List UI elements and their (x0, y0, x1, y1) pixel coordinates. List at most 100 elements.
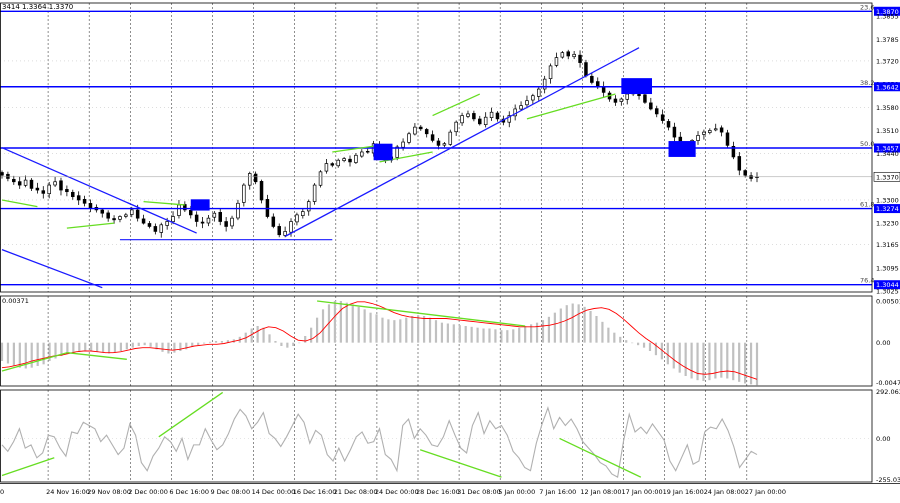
macd-bar (274, 341, 277, 343)
candle-body (713, 128, 718, 131)
fib-level-label: 38.2 (860, 79, 874, 87)
y-tick-label: 1.3095 (876, 264, 899, 272)
candle-body (324, 163, 329, 172)
candle-body (531, 95, 535, 101)
macd-y-tick-label: 0.00 (876, 339, 890, 347)
macd-bar (197, 342, 200, 346)
candle-body (572, 53, 576, 58)
current-price-tag (873, 171, 900, 182)
macd-bar (518, 327, 521, 343)
macd-bar (678, 342, 681, 373)
candle-body (253, 173, 258, 183)
candle-body (230, 217, 234, 227)
macd-bar (571, 303, 574, 343)
candle-body (23, 179, 28, 186)
fib-level-label: 61.8 (860, 201, 874, 209)
grid (0, 3, 872, 482)
candle-body (595, 81, 600, 87)
ohlc-header: 3414 1.3364 1.3370 (2, 3, 73, 11)
candle-body (548, 65, 553, 80)
candle-body (189, 209, 193, 216)
macd-bar (315, 317, 319, 343)
macd-bar (690, 342, 693, 379)
macd-bar (755, 342, 759, 386)
candle-body (737, 156, 742, 171)
macd-bar (458, 325, 461, 343)
x-tick-label: 31 Dec 08:00 (457, 488, 501, 496)
candle-body (259, 181, 264, 201)
divergence-line-price (66, 222, 115, 229)
macd-y-tick-label: 0.00501 (876, 297, 900, 305)
macd-bar (173, 342, 176, 353)
candle-body (0, 172, 4, 176)
candle-body (336, 159, 340, 167)
macd-bar (333, 301, 337, 343)
macd-bar (292, 342, 295, 346)
candle-body (177, 204, 181, 216)
macd-bar (101, 342, 105, 353)
price-tag (874, 143, 900, 153)
macd-bar (12, 342, 15, 366)
divergence-line-price (332, 144, 380, 153)
price-tag (874, 6, 900, 16)
candle-body (212, 212, 217, 218)
candle-body (318, 171, 323, 186)
macd-bar (654, 342, 658, 356)
x-tick-label: 21 Dec 08:00 (334, 488, 378, 496)
x-tick-label: 12 Jan 08:00 (580, 488, 621, 496)
macd-bar (96, 342, 99, 352)
macd-bar (601, 321, 604, 343)
lower-descending-line (1, 249, 103, 289)
divergence-line-price (143, 200, 185, 206)
macd-bar (577, 304, 580, 343)
y-tick-label: 1.3440 (876, 150, 899, 158)
x-tick-label: 24 Nov 16:00 (46, 488, 90, 496)
macd-bar (321, 309, 325, 343)
candle-body (295, 214, 299, 223)
candle-body (65, 189, 69, 193)
candle-body (194, 214, 199, 222)
divergence-line-cci (419, 449, 502, 478)
pane-frame (0, 295, 873, 387)
candle-body (147, 223, 152, 227)
x-tick-label: 24 Jan 08:00 (704, 488, 745, 496)
macd-bar (506, 330, 509, 343)
candle-body (725, 132, 730, 146)
candle-body (130, 209, 134, 215)
candle-body (236, 202, 240, 219)
price-tag-label: 1.3274 (876, 205, 899, 213)
signal-box (668, 141, 696, 157)
candle-body (112, 218, 116, 221)
candle-body (454, 121, 458, 133)
price-tag-label: 1.3870 (876, 8, 899, 16)
x-tick-label: 5 Jan 00:00 (498, 488, 535, 496)
macd-bar (464, 326, 467, 343)
candle-body (660, 114, 665, 121)
macd-bar (179, 342, 182, 351)
macd-bar (149, 342, 152, 347)
macd-bar (482, 328, 485, 343)
macd-bar (684, 342, 687, 376)
macd-bar (494, 329, 497, 343)
cci-pane (0, 391, 872, 479)
candle-body (365, 151, 370, 153)
macd-bar (298, 342, 301, 344)
macd-bar (559, 308, 562, 343)
candle-body (649, 102, 653, 110)
macd-bar (143, 342, 146, 346)
candle-body (413, 126, 417, 135)
candle-body (71, 191, 75, 198)
macd-bar (708, 342, 711, 381)
divergence-line-price (526, 93, 616, 120)
macd-bar (191, 342, 194, 347)
macd-bar (422, 316, 426, 343)
x-tick-label: 2 Dec 00:00 (128, 488, 168, 496)
x-tick-label: 9 Dec 08:00 (211, 488, 251, 496)
candle-body (419, 126, 423, 130)
macd-bar (381, 317, 384, 343)
candle-body (436, 140, 441, 146)
candle-body (743, 170, 747, 176)
macd-header-value: 0.00371 (2, 297, 29, 305)
